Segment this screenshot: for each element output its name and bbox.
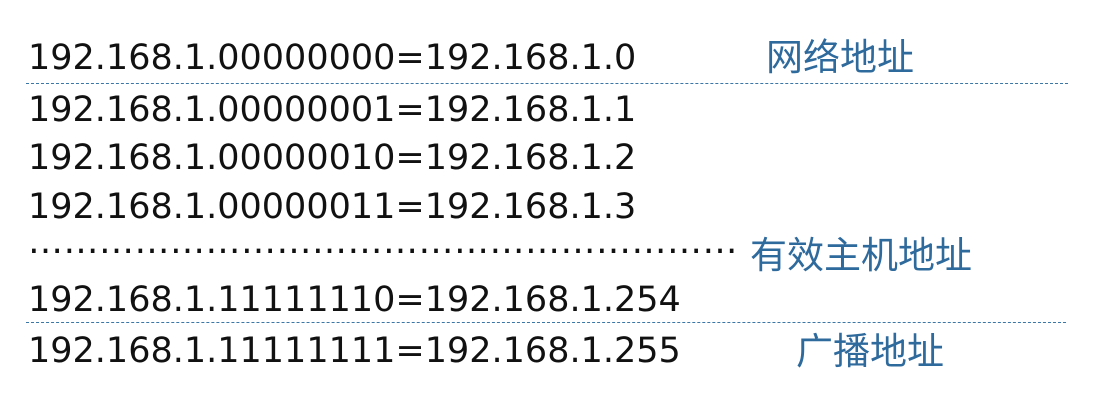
ellipsis-row: …………………………………………………… [28,222,738,262]
address-row-host-3: 192.168.1.00000011=192.168.1.3 [28,187,637,227]
address-row-broadcast: 192.168.1.11111111=192.168.1.255 [28,331,681,371]
address-row-host-1: 192.168.1.00000001=192.168.1.1 [28,90,637,130]
address-row-host-254: 192.168.1.11111110=192.168.1.254 [28,280,681,320]
divider-network [26,83,1068,84]
address-row-network: 192.168.1.00000000=192.168.1.0 [28,38,637,78]
divider-broadcast [26,322,1066,323]
broadcast-address-label: 广播地址 [796,330,944,373]
address-row-host-2: 192.168.1.00000010=192.168.1.2 [28,138,637,178]
network-address-label: 网络地址 [766,36,914,79]
host-address-label: 有效主机地址 [750,234,972,277]
